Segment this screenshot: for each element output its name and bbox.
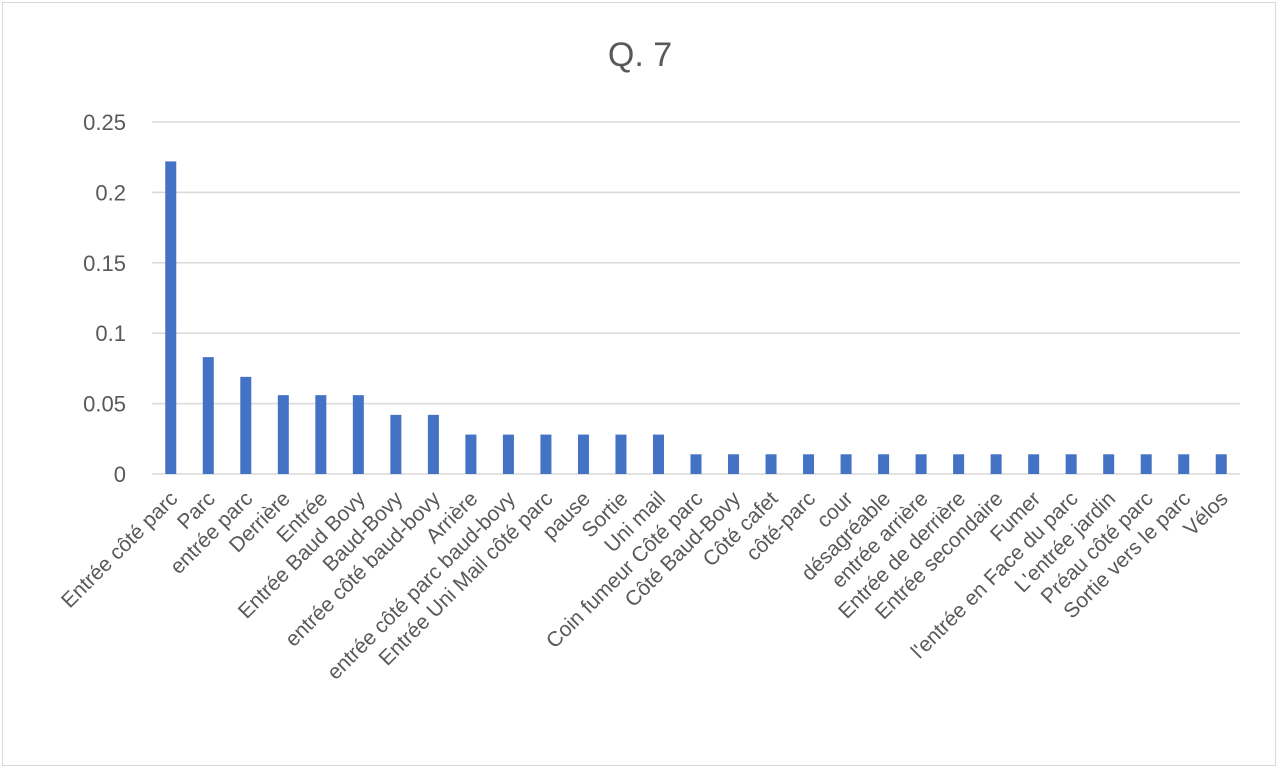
bar: [165, 161, 177, 474]
y-tick-label: 0.05: [83, 392, 126, 417]
gridlines: [152, 121, 1240, 475]
y-axis-ticks: 0 0.05 0.1 0.15 0.2 0.25: [83, 110, 126, 487]
y-tick-label: 0: [114, 462, 126, 487]
bar: [1103, 454, 1115, 474]
bar: [1215, 454, 1227, 474]
bar: [427, 414, 439, 474]
bar: [953, 454, 965, 474]
bar: [915, 454, 927, 474]
bar: [652, 434, 664, 474]
bar: [315, 395, 327, 474]
bar: [690, 454, 702, 474]
y-tick-label: 0.1: [95, 321, 126, 346]
y-tick-label: 0.2: [95, 180, 126, 205]
bar: [540, 434, 552, 474]
bar: [465, 434, 477, 474]
bar: [615, 434, 627, 474]
bar: [202, 357, 214, 474]
bar: [577, 434, 589, 474]
y-tick-label: 0.25: [83, 110, 126, 135]
bar: [840, 454, 852, 474]
chart-title: Q. 7: [608, 36, 672, 74]
bar: [1178, 454, 1190, 474]
bar: [765, 454, 777, 474]
bars: [165, 161, 1227, 474]
bar: [728, 454, 740, 474]
bar: [277, 395, 289, 474]
bar: [1140, 454, 1152, 474]
y-tick-label: 0.15: [83, 251, 126, 276]
bar: [1065, 454, 1077, 474]
bar: [1028, 454, 1040, 474]
bar: [803, 454, 815, 474]
bar: [390, 414, 402, 474]
x-tick-label: Entrée côté parc: [57, 487, 182, 612]
bar: [990, 454, 1002, 474]
bar: [502, 434, 514, 474]
bar: [240, 376, 252, 474]
bar: [352, 395, 364, 474]
x-tick-label: Vélos: [1179, 487, 1232, 540]
bar: [878, 454, 890, 474]
